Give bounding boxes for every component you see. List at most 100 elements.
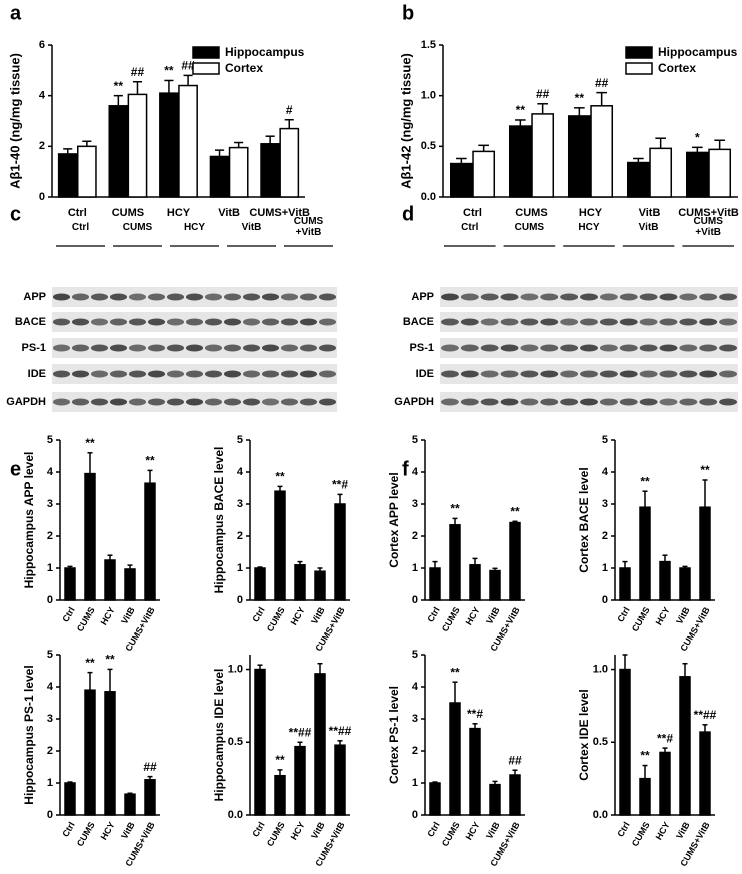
blot-band xyxy=(318,293,337,301)
legend-swatch xyxy=(192,62,220,75)
blot-band xyxy=(480,398,499,406)
blot-band xyxy=(679,398,698,406)
blot-band xyxy=(166,398,185,406)
legend-label: Hippocampus xyxy=(225,45,305,59)
bar xyxy=(144,482,156,601)
y-tick-label: 5 xyxy=(47,434,53,446)
y-tick-label: 5 xyxy=(412,434,418,446)
x-tick-label: Ctrl xyxy=(250,605,266,623)
blot-band xyxy=(261,370,280,378)
y-tick-label: 1.0 xyxy=(228,663,243,675)
blot-band xyxy=(480,370,499,378)
bar xyxy=(449,524,461,601)
blot-band xyxy=(560,293,579,301)
blot-band xyxy=(659,293,678,301)
bar xyxy=(659,751,671,816)
blot-band xyxy=(659,398,678,406)
blot-band xyxy=(500,318,519,326)
y-tick-label: 2 xyxy=(237,530,243,542)
y-tick-label: 0.0 xyxy=(228,809,243,821)
significance-mark: ** xyxy=(575,91,585,105)
bar xyxy=(626,161,650,198)
blot-band xyxy=(318,398,337,406)
row-label: IDE xyxy=(416,368,434,380)
blot-band xyxy=(280,344,299,352)
group-label-box: HCY xyxy=(184,222,205,233)
bar xyxy=(209,155,230,198)
blot-band xyxy=(280,370,299,378)
bar xyxy=(84,472,96,601)
significance-mark: **## xyxy=(289,725,312,739)
y-axis-label: Hippocampus IDE level xyxy=(212,669,226,802)
blot-band xyxy=(659,344,678,352)
blot-band xyxy=(52,370,71,378)
y-axis-label: Hippocampus PS-1 level xyxy=(22,665,36,804)
blot-band xyxy=(204,370,223,378)
y-axis-label: Hippocampus APP level xyxy=(22,452,36,589)
blot-band xyxy=(639,318,658,326)
x-tick-label: HCY xyxy=(289,820,307,841)
bar xyxy=(639,506,651,601)
panel-letter: d xyxy=(402,203,414,225)
blot-band xyxy=(299,293,318,301)
blot-band xyxy=(147,398,166,406)
y-tick-label: 2 xyxy=(47,745,53,757)
y-tick-label: 5 xyxy=(412,649,418,661)
significance-mark: ## xyxy=(131,65,145,79)
group-label: CUMS xyxy=(122,221,153,233)
bar xyxy=(649,147,673,198)
row-label: BACE xyxy=(15,316,46,328)
significance-mark: ## xyxy=(143,760,157,774)
blot-band xyxy=(480,318,499,326)
y-tick-label: 3 xyxy=(412,498,418,510)
significance-mark: ** xyxy=(164,64,174,78)
y-tick-label: 0.5 xyxy=(228,736,243,748)
bar xyxy=(57,153,78,198)
bar xyxy=(567,115,591,198)
y-tick-label: 1.0 xyxy=(421,90,436,102)
blot-band xyxy=(460,293,479,301)
blot-band xyxy=(90,344,109,352)
blot-band xyxy=(560,398,579,406)
y-tick-label: 1 xyxy=(602,562,608,574)
y-tick-label: 3 xyxy=(47,498,53,510)
x-tick-label: HCY xyxy=(99,820,117,841)
bar xyxy=(124,793,136,816)
y-tick-label: 5 xyxy=(237,434,243,446)
bar xyxy=(294,745,306,816)
row-label: GAPDH xyxy=(394,396,434,408)
blot-band xyxy=(619,293,638,301)
y-tick-label: 3 xyxy=(602,498,608,510)
blot-band xyxy=(719,344,738,352)
blot-band xyxy=(560,370,579,378)
blot-band xyxy=(204,318,223,326)
blot-band xyxy=(185,370,204,378)
y-tick-label: 0 xyxy=(47,809,53,821)
blot-band xyxy=(318,370,337,378)
y-tick-label: 0 xyxy=(47,594,53,606)
x-tick-label: CUMS xyxy=(265,820,287,848)
x-tick-label: CUMS xyxy=(75,605,97,633)
significance-mark: ** xyxy=(275,470,285,484)
bar xyxy=(334,503,346,601)
group-label-box: CUMS xyxy=(515,222,544,233)
blot-band xyxy=(619,398,638,406)
y-tick-label: 2 xyxy=(39,140,45,152)
blot-band xyxy=(619,370,638,378)
significance-mark: ** xyxy=(450,502,460,516)
blot-band xyxy=(185,318,204,326)
group-label-box: CUMS +VitB xyxy=(294,216,323,238)
blot-band xyxy=(71,344,90,352)
x-tick-label: VitB xyxy=(674,605,692,626)
bar xyxy=(294,564,306,601)
significance-mark: ** xyxy=(516,103,526,117)
x-tick-label: CUMS xyxy=(630,820,652,848)
significance-mark: ## xyxy=(595,76,609,90)
significance-mark: ** xyxy=(450,665,460,679)
bar xyxy=(469,727,481,816)
bar xyxy=(108,105,129,198)
y-tick-label: 4 xyxy=(412,681,419,693)
blot-band xyxy=(639,293,658,301)
blot-band xyxy=(679,344,698,352)
blot-band xyxy=(71,293,90,301)
